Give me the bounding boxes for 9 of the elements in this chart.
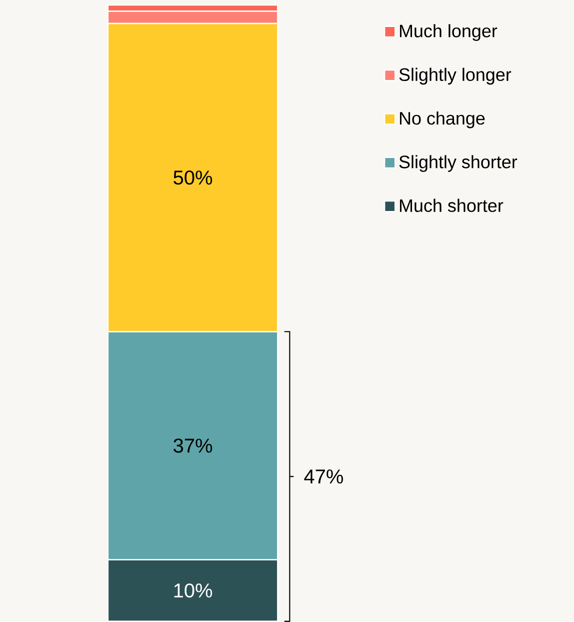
data-label: 50% — [173, 170, 212, 185]
data-label: 37% — [173, 438, 212, 453]
legend-label: Slightly shorter — [399, 155, 517, 172]
legend-label: Much shorter — [400, 198, 503, 212]
legend-label: No change — [400, 111, 484, 128]
data-label: 10% — [174, 583, 212, 598]
legend-label: Slightly longer — [399, 68, 511, 85]
legend-label: Much longer — [400, 24, 497, 41]
text: 47% — [304, 470, 343, 484]
